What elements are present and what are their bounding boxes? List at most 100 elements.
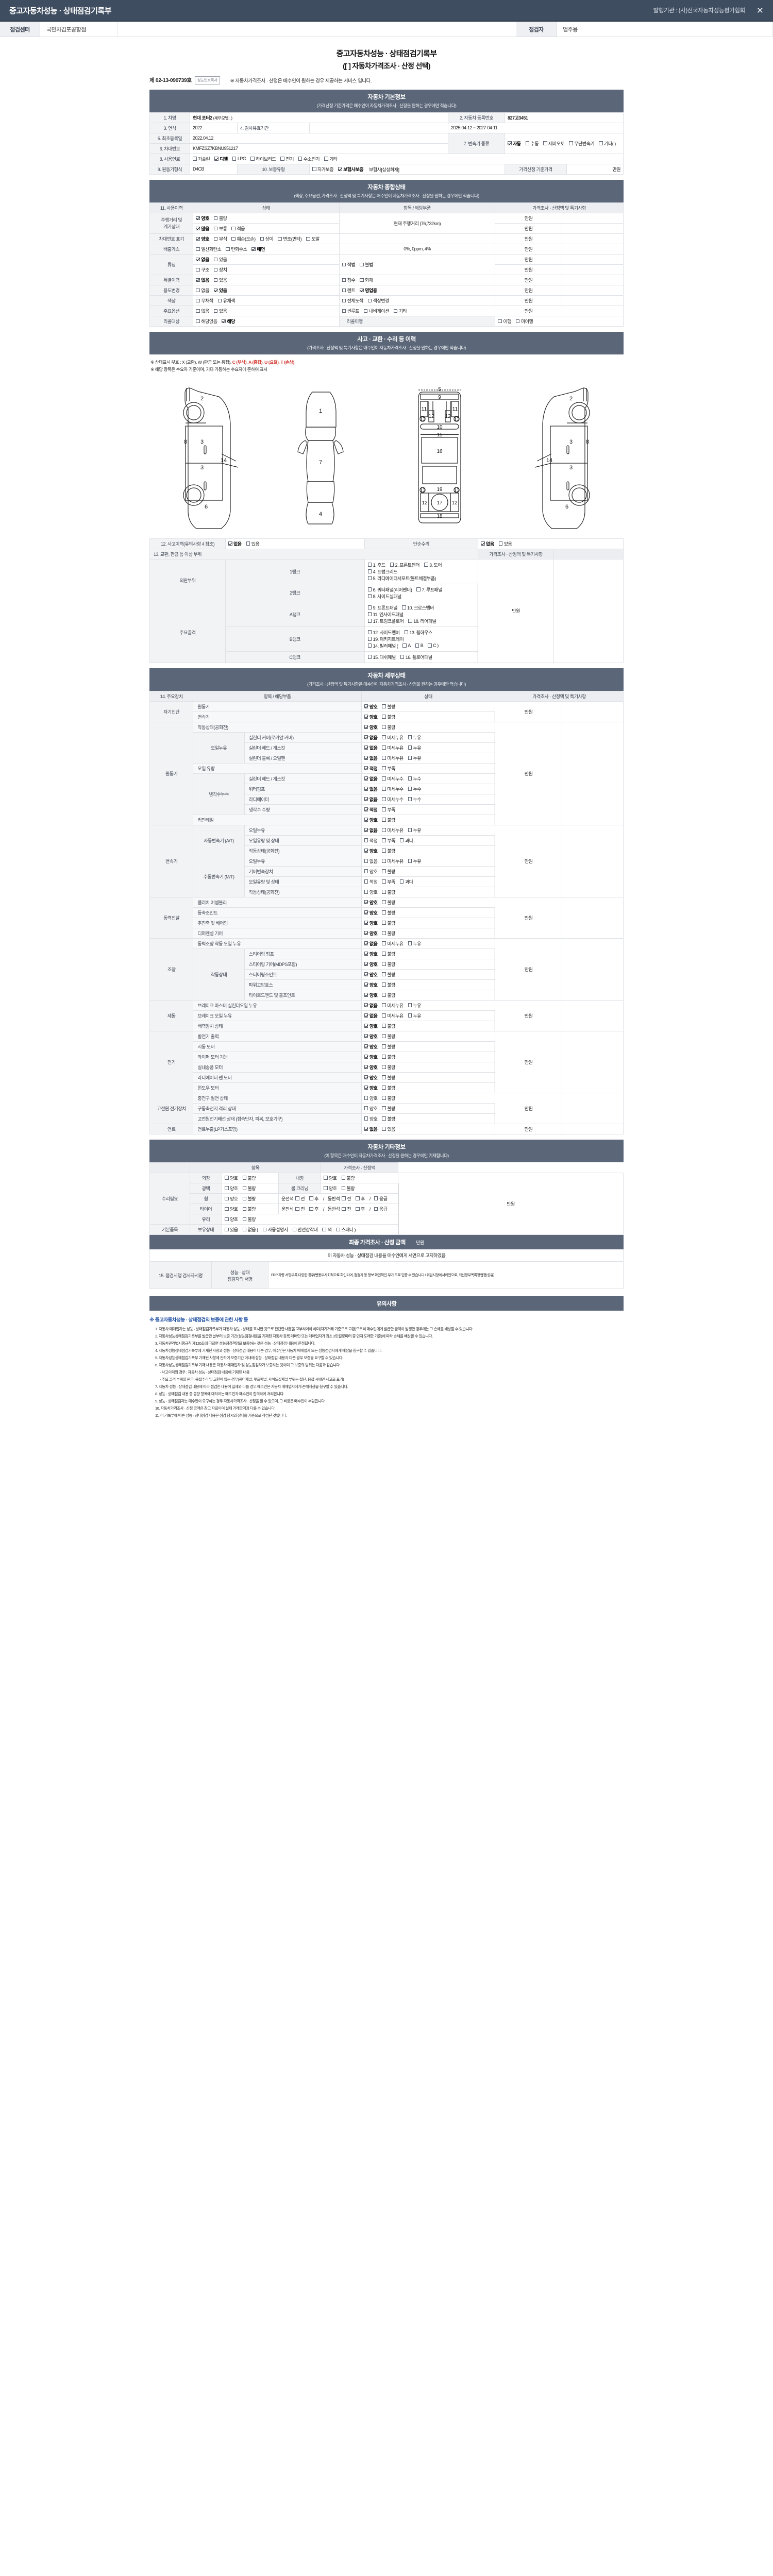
part-option[interactable]: 15. 대쉬패널 [367, 654, 396, 660]
detail-option[interactable]: 없음 [364, 1126, 378, 1132]
detail-option[interactable]: 양호 [364, 1043, 378, 1050]
overall-option[interactable]: 탄화수소 [226, 246, 247, 252]
detail-option[interactable]: 불량 [382, 930, 395, 937]
overall-option[interactable]: 보통 [213, 225, 227, 232]
simple-repair-option[interactable]: 없음 [481, 540, 494, 547]
transmission-option-group[interactable]: 자동 수동 세미오토 무단변속기 기타( ) [508, 140, 620, 147]
detail-option[interactable]: 없음 [364, 858, 378, 865]
detail-option[interactable]: 누유 [408, 1002, 422, 1009]
detail-option[interactable]: 양호 [364, 920, 378, 926]
detail-state-options[interactable]: 양호 불량 [361, 721, 496, 733]
detail-option[interactable]: 양호 [364, 981, 378, 988]
detail-option[interactable]: 불량 [382, 817, 395, 823]
overall-row-price[interactable] [562, 295, 624, 306]
detail-option[interactable]: 없음 [364, 786, 378, 792]
detail-state-options[interactable]: 양호 불량 [361, 989, 496, 1001]
detail-option[interactable]: 적정 [364, 806, 378, 813]
detail-state-options[interactable]: 양호 불량 [361, 1030, 496, 1042]
detail-price[interactable] [562, 938, 624, 1001]
overall-item-option[interactable]: 렌트 [342, 287, 356, 294]
detail-state-options[interactable]: 양호 불량 [361, 1082, 496, 1093]
part-option[interactable]: 10. 크로스멤버 [402, 604, 434, 611]
detail-state-options[interactable]: 양호 불량 [361, 1051, 496, 1062]
position-option[interactable]: 응급 [374, 1195, 388, 1202]
overall-row-state[interactable]: 없음 있음 [193, 274, 340, 285]
hold-option[interactable]: 잭 [322, 1226, 332, 1233]
other-right-options[interactable]: 양호 불량 [321, 1172, 398, 1183]
detail-option[interactable]: 누수 [408, 796, 422, 803]
detail-state-options[interactable]: 없음 있음 [361, 1123, 496, 1134]
warranty-option-group[interactable]: 자가보증 보험사보증 [312, 166, 368, 173]
detail-option[interactable]: 적정 [364, 765, 378, 772]
detail-state-options[interactable]: 양호 불량 [361, 896, 496, 908]
detail-option[interactable]: 불량 [382, 971, 395, 978]
detail-option[interactable]: 과다 [399, 878, 413, 885]
part-option[interactable]: C ) [428, 643, 439, 648]
part-option[interactable]: 3. 도어 [424, 562, 442, 568]
detail-option[interactable]: 없음 [364, 734, 378, 741]
copy-performance-number-button[interactable]: 성능번호복사 [194, 76, 220, 84]
overall-option[interactable]: 상이 [260, 235, 274, 242]
detail-option[interactable]: 미세누수 [382, 796, 404, 803]
other-option[interactable]: 불량 [341, 1185, 355, 1192]
other-right-options[interactable]: 양호 불량 [321, 1182, 398, 1194]
detail-state-options[interactable]: 없음 미세누유 누유 [361, 732, 496, 743]
detail-state-options[interactable]: 양호 불량 [361, 701, 496, 712]
detail-option[interactable]: 미세누수 [382, 775, 404, 782]
detail-option[interactable]: 미세누유 [382, 1002, 404, 1009]
overall-item-option[interactable]: 화재 [360, 277, 373, 283]
part-option[interactable]: 9. 프론트패널 [367, 604, 398, 611]
overall-option[interactable]: 있음 [213, 308, 227, 314]
overall-item-option[interactable]: 기타 [393, 308, 407, 314]
detail-state-options[interactable]: 양호 불량 [361, 969, 496, 980]
parts-options-cell[interactable]: 6. 쿼터패널(리어펜더) 7. 루프패널 8. 사이드실패널 [364, 583, 479, 602]
accident-price[interactable] [553, 558, 624, 663]
fuel-option-group[interactable]: 가솔린 디젤 LPG 하이브리드 전기 수소전기 기타 [193, 156, 620, 162]
detail-option[interactable]: 누유 [408, 827, 422, 834]
wheel-option[interactable]: 양호 [225, 1195, 238, 1202]
overall-row-state-2[interactable]: 많음 보통 적음 [193, 223, 340, 234]
overall-option[interactable]: 변조(변타) [278, 235, 302, 242]
detail-price[interactable] [562, 721, 624, 825]
overall-row-price-2[interactable] [562, 264, 624, 275]
detail-option[interactable]: 없음 [364, 827, 378, 834]
detail-state-options[interactable]: 양호 불량 [361, 979, 496, 990]
hold-option[interactable]: 있음 [225, 1226, 238, 1233]
overall-row-price[interactable] [562, 284, 624, 296]
detail-option[interactable]: 불량 [382, 951, 395, 957]
tire-option[interactable]: 불량 [242, 1206, 256, 1212]
detail-option[interactable]: 누유 [408, 1012, 422, 1019]
position-option[interactable]: 후 [356, 1206, 365, 1212]
detail-state-options[interactable]: 양호 불량 [361, 1092, 496, 1104]
detail-state-options[interactable]: 없음 미세누수 누수 [361, 793, 496, 805]
close-icon[interactable]: ✕ [756, 5, 764, 15]
overall-row-price[interactable] [562, 212, 624, 224]
detail-option[interactable]: 미세누유 [382, 858, 404, 865]
detail-state-options[interactable]: 양호 불량 [361, 886, 496, 897]
detail-option[interactable]: 불량 [382, 920, 395, 926]
overall-item-option[interactable]: 전체도색 [342, 297, 363, 304]
detail-price[interactable] [562, 999, 624, 1031]
fuel-option[interactable]: 전기 [280, 156, 294, 162]
part-option[interactable]: 1. 후드 [367, 562, 385, 568]
other-option[interactable]: 양호 [324, 1175, 337, 1181]
overall-row-item[interactable]: 렌트 영업용 [339, 284, 496, 296]
detail-option[interactable]: 미세누유 [382, 940, 404, 947]
detail-option[interactable]: 미세누유 [382, 1012, 404, 1019]
wheel-positions[interactable]: 운전석 전 후 / 동반석 전 후 / 응급 [278, 1193, 398, 1204]
detail-option[interactable]: 불량 [382, 868, 395, 875]
parts-options-cell[interactable]: 15. 대쉬패널 16. 플로어패널 [364, 651, 479, 663]
accident-history-option[interactable]: 있음 [246, 540, 260, 547]
overall-row-item[interactable]: 침수 화재 [339, 274, 496, 285]
accident-history-options[interactable]: 없음 있음 [225, 538, 365, 549]
detail-option[interactable]: 불량 [382, 1095, 395, 1101]
part-option[interactable]: 8. 사이드실패널 [367, 593, 401, 600]
detail-option[interactable]: 양호 [364, 703, 378, 710]
fuel-option[interactable]: LPG [232, 156, 246, 161]
detail-state-options[interactable]: 양호 불량 [361, 1072, 496, 1083]
overall-row-price[interactable] [562, 274, 624, 285]
overall-option[interactable]: 장치 [213, 266, 227, 273]
detail-option[interactable]: 없음 [364, 796, 378, 803]
position-option[interactable]: 전 [295, 1206, 305, 1212]
detail-option[interactable]: 불량 [382, 1033, 395, 1040]
